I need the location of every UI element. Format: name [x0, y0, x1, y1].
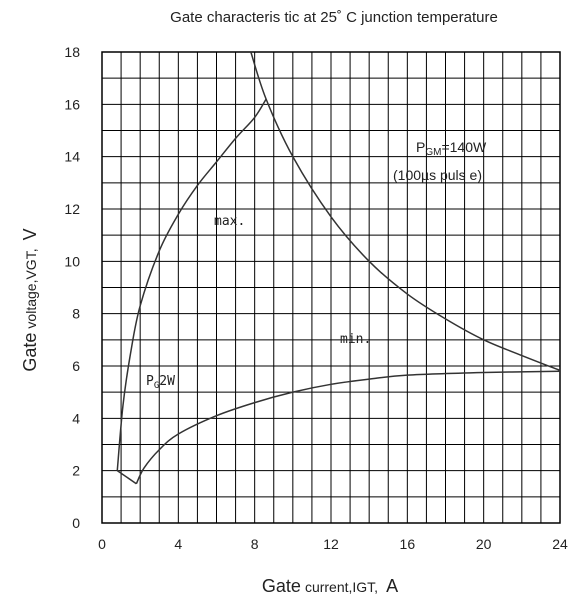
pg-label-sub: G: [154, 381, 159, 391]
y-tick-label: 4: [72, 410, 80, 426]
y-tick-label: 12: [64, 201, 80, 217]
y-tick-label: 16: [64, 96, 80, 112]
y-tick-label: 10: [64, 253, 80, 269]
pgm-label-rest: =140W: [441, 139, 487, 155]
y-tick-label: 8: [72, 306, 80, 322]
plot-frame: [101, 51, 561, 524]
pgm-label-main: P: [416, 139, 425, 155]
y-tick-label: 6: [72, 358, 80, 374]
x-tick-label: 20: [476, 536, 492, 552]
x-tick-label: 16: [400, 536, 416, 552]
y-tick-label: 14: [64, 149, 80, 165]
pg-label-rest: 2W: [159, 374, 175, 389]
y-tick-labels: 0 2 4 6 8 10 12 14 16 18: [64, 44, 80, 531]
y-axis-label-main: Gate: [20, 333, 40, 372]
pg-label: PG2W: [146, 374, 175, 391]
x-axis-label-main: Gate: [262, 576, 301, 596]
x-tick-labels: 0 4 8 12 16 20 24: [98, 536, 568, 552]
pg-label-main: P: [146, 374, 154, 389]
x-tick-label: 0: [98, 536, 106, 552]
pgm-label: PGM=140W: [416, 139, 487, 158]
pgm-label-sub: GM: [425, 147, 441, 158]
max-label: max.: [214, 214, 245, 229]
x-axis-label-unit: A: [386, 576, 398, 596]
curve-min: [135, 370, 561, 485]
y-tick-label: 0: [72, 515, 80, 531]
x-axis-label-small: current,IGT,: [305, 579, 378, 595]
chart-title: Gate characteris tic at 25˚ C junction t…: [170, 9, 498, 26]
x-axis-label: Gate current,IGT, A: [262, 576, 398, 596]
curve-pg-2w: [116, 470, 137, 485]
curves: [116, 51, 561, 485]
x-tick-label: 12: [323, 536, 339, 552]
y-axis-label: Gate voltage,VGT, V: [20, 228, 40, 371]
x-tick-label: 24: [552, 536, 568, 552]
grid: [102, 52, 560, 523]
y-axis-label-small: voltage,VGT,: [23, 248, 39, 328]
min-label: min.: [340, 332, 371, 347]
pgm-pulse-label: (100µs puls e): [393, 167, 482, 183]
y-tick-label: 2: [72, 463, 80, 479]
y-tick-label: 18: [64, 44, 80, 60]
curve-pgm-140w: [250, 51, 561, 372]
y-axis-label-unit: V: [20, 228, 40, 240]
x-tick-label: 4: [174, 536, 182, 552]
curve-max: [116, 98, 267, 471]
x-tick-label: 8: [251, 536, 259, 552]
